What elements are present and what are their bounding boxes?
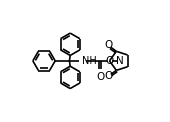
Text: O: O bbox=[104, 40, 112, 50]
Text: O: O bbox=[96, 72, 104, 82]
Text: NH: NH bbox=[82, 56, 97, 66]
Text: O: O bbox=[105, 56, 114, 66]
Text: O: O bbox=[104, 71, 112, 81]
Text: N: N bbox=[116, 56, 123, 66]
